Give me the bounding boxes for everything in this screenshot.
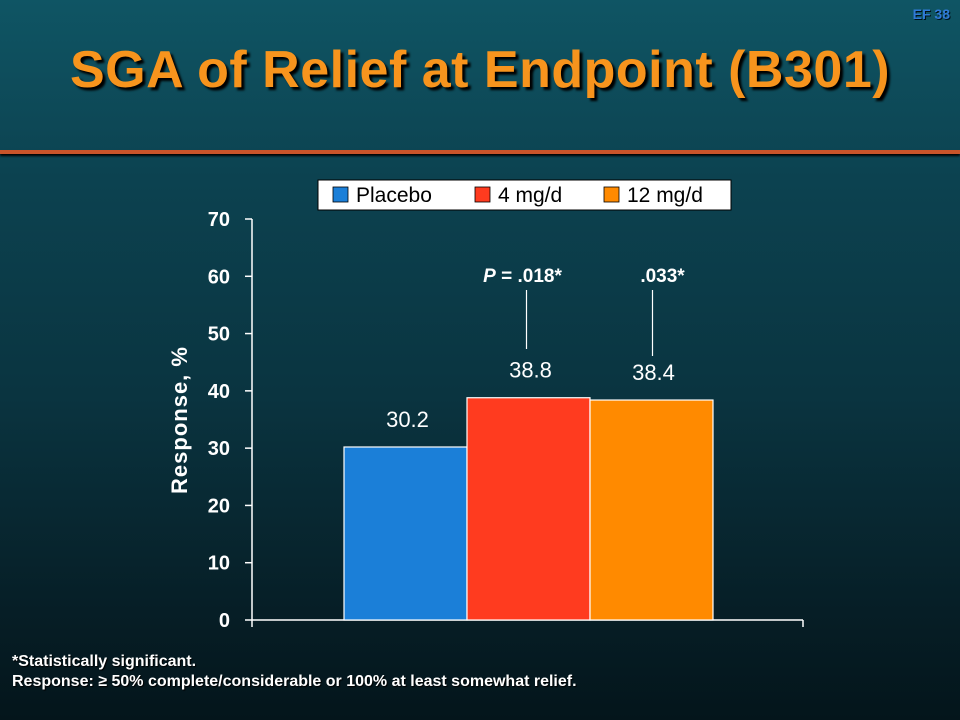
p-value-annotation: .033* [640,266,685,287]
legend-label: Placebo [356,184,432,207]
y-tick-label: 0 [219,610,230,632]
legend-swatch [332,186,349,203]
y-tick-label: 40 [208,381,230,403]
y-tick-label: 50 [208,324,230,346]
legend-label: 4 mg/d [498,184,562,207]
footnote-response-definition: Response: ≥ 50% complete/considerable or… [12,673,577,690]
y-tick-label: 60 [208,266,230,288]
y-tick-label: 70 [208,209,230,231]
legend-swatch [603,186,620,203]
bar-4-mg-d [466,397,591,621]
bar-placebo [343,446,468,621]
y-axis-label: Response, % [167,346,192,494]
legend-swatch [474,186,491,203]
slide-number: EF 38 [912,6,950,22]
p-value-annotation: P = .018* [483,266,562,287]
y-tick-label: 30 [208,438,230,460]
slide-title: SGA of Relief at Endpoint (B301) [69,41,891,99]
footnote-significance: *Statistically significant. [12,653,197,670]
bar-12-mg-d [589,399,714,621]
bar-value-label: 38.8 [509,358,552,383]
y-tick-label: 20 [208,495,230,517]
title-divider [0,150,960,154]
legend-label: 12 mg/d [627,184,703,207]
bar-value-label: 38.4 [632,360,675,385]
y-tick-label: 10 [208,553,230,575]
footnote: *Statistically significant. Response: ≥ … [12,652,577,692]
legend-box [317,179,732,211]
bar-value-label: 30.2 [386,407,429,432]
